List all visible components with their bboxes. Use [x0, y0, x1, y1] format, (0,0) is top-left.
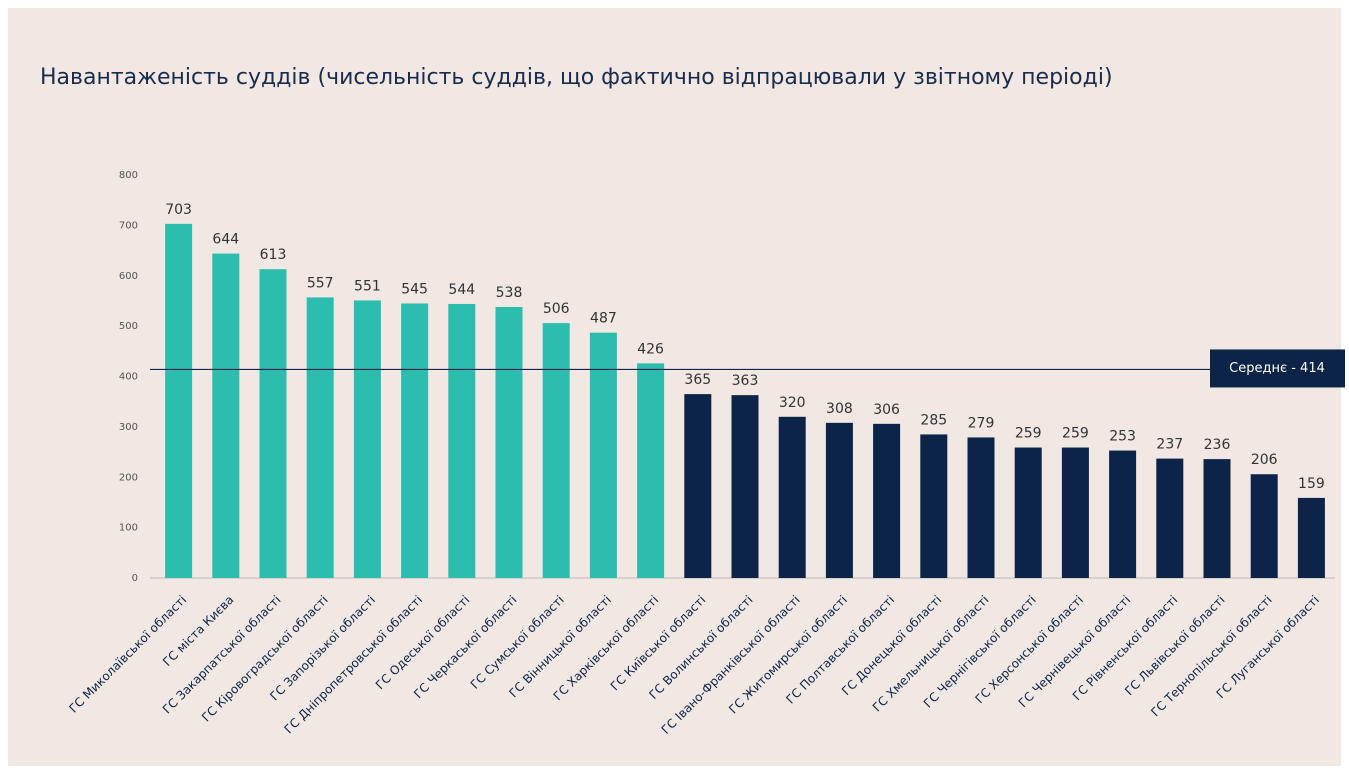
bar: [495, 306, 523, 578]
chart-title: Навантаженість суддів (чисельність судді…: [40, 65, 1113, 90]
average-label: Середнє - 414: [1229, 361, 1325, 376]
value-label: 306: [873, 402, 900, 418]
value-label: 538: [496, 285, 523, 301]
bar: [1203, 459, 1231, 578]
value-label: 206: [1251, 452, 1278, 468]
bar: [165, 223, 193, 578]
bar: [967, 437, 995, 578]
value-label: 613: [260, 247, 287, 263]
y-tick-label: 600: [119, 271, 138, 282]
value-label: 703: [165, 202, 192, 218]
bar: [873, 423, 901, 578]
background: [8, 8, 1341, 766]
y-tick-label: 400: [119, 372, 138, 383]
bar: [920, 434, 948, 578]
y-tick-label: 500: [119, 321, 138, 332]
y-tick-label: 800: [119, 170, 138, 181]
bar: [212, 253, 240, 578]
bar: [684, 394, 712, 578]
value-label: 506: [543, 301, 570, 317]
value-label: 259: [1015, 426, 1042, 442]
value-label: 237: [1156, 437, 1183, 453]
value-label: 545: [401, 281, 428, 297]
value-label: 253: [1109, 429, 1136, 445]
bar: [825, 422, 853, 578]
y-tick-label: 100: [119, 523, 138, 534]
value-label: 236: [1204, 437, 1231, 453]
y-tick-label: 200: [119, 472, 138, 483]
bar: [1156, 458, 1184, 578]
bar: [1250, 474, 1278, 578]
bar: [637, 363, 665, 578]
value-label: 487: [590, 311, 617, 327]
y-tick-label: 300: [119, 422, 138, 433]
value-label: 544: [448, 282, 475, 298]
value-label: 320: [779, 395, 806, 411]
bar: [259, 269, 287, 578]
bar: [401, 303, 429, 578]
value-label: 365: [684, 372, 711, 388]
value-label: 308: [826, 401, 853, 417]
value-label: 426: [637, 341, 664, 357]
bar: [1061, 447, 1089, 578]
value-label: 551: [354, 278, 381, 294]
value-label: 279: [968, 415, 995, 431]
bar: [778, 416, 806, 578]
bar: [1109, 450, 1137, 578]
bar: [1297, 497, 1325, 578]
value-label: 159: [1298, 476, 1325, 492]
average-box: [1210, 349, 1345, 388]
bar: [589, 332, 617, 578]
value-label: 285: [920, 412, 947, 428]
bar: [353, 300, 381, 578]
value-label: 644: [212, 232, 239, 248]
bar: [306, 297, 334, 578]
bar: [731, 395, 759, 578]
value-label: 557: [307, 275, 334, 291]
bar: [1014, 447, 1042, 578]
value-label: 259: [1062, 426, 1089, 442]
bar: [448, 303, 476, 578]
bar: [542, 323, 570, 578]
y-tick-label: 700: [119, 220, 138, 231]
value-label: 363: [732, 373, 759, 389]
y-tick-label: 0: [132, 573, 138, 584]
